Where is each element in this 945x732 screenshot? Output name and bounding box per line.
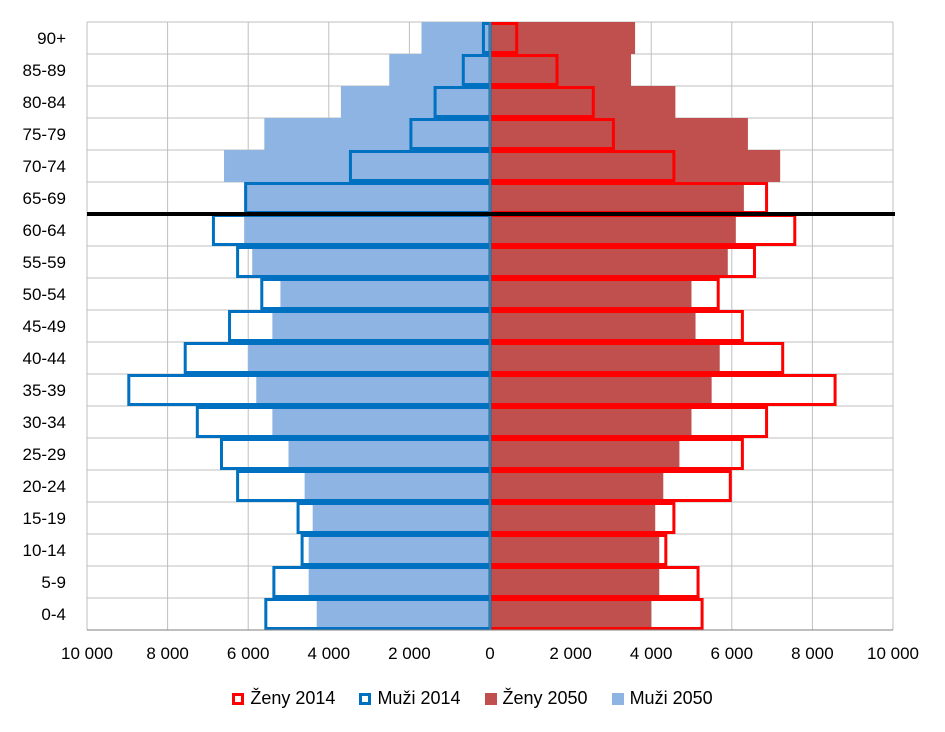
bar-zeny-2050-65-69 <box>490 182 744 214</box>
y-tick-label: 10-14 <box>23 541 66 560</box>
legend-label: Ženy 2014 <box>250 688 336 708</box>
legend-item-muzi-2050: Muži 2050 <box>611 688 713 709</box>
legend-item-zeny-2014: Ženy 2014 <box>232 688 335 709</box>
bar-muzi-2050-90 <box>421 22 490 54</box>
y-tick-label: 5-9 <box>41 573 66 592</box>
y-tick-label: 0-4 <box>41 605 66 624</box>
y-tick-label: 70-74 <box>23 157 66 176</box>
bar-zeny-2050-35-39 <box>490 374 712 406</box>
x-tick-label: 10 000 <box>867 644 919 663</box>
x-tick-label: 2 000 <box>549 644 592 663</box>
y-tick-label: 60-64 <box>23 221 66 240</box>
x-tick-label: 8 000 <box>791 644 834 663</box>
bar-muzi-2050-35-39 <box>256 374 490 406</box>
bar-muzi-2050-70-74 <box>224 150 490 182</box>
x-tick-label: 4 000 <box>630 644 673 663</box>
legend-item-zeny-2050: Ženy 2050 <box>484 688 588 709</box>
bar-muzi-2050-10-14 <box>308 534 490 566</box>
legend-label: Muži 2050 <box>629 688 713 708</box>
x-tick-label: 2 000 <box>388 644 431 663</box>
legend-swatch-muzi-2014 <box>359 692 372 705</box>
y-tick-label: 40-44 <box>23 349 66 368</box>
bar-zeny-2050-45-49 <box>490 310 696 342</box>
bar-zeny-2050-80-84 <box>490 86 676 118</box>
bar-muzi-2050-60-64 <box>244 214 490 246</box>
x-tick-label: 8 000 <box>146 644 189 663</box>
y-tick-label: 65-69 <box>23 189 66 208</box>
x-tick-label: 6 000 <box>711 644 754 663</box>
bar-muzi-2050-85-89 <box>389 54 490 86</box>
bar-zeny-2050-55-59 <box>490 246 728 278</box>
population-pyramid-chart: 0-4 5-9 10-14 15-19 20-24 25-29 30-34 35-39 40-4… <box>23 21 919 663</box>
bar-muzi-2050-20-24 <box>304 470 490 502</box>
y-axis-labels: 0-4 5-9 10-14 15-19 20-24 25-29 30-34 35-39 40-4… <box>23 29 67 624</box>
bar-zeny-2050-70-74 <box>490 150 781 182</box>
bar-zeny-2050-0-4 <box>490 598 652 630</box>
y-tick-label: 75-79 <box>23 125 66 144</box>
legend-item-muzi-2014: Muži 2014 <box>359 688 461 709</box>
y-tick-label: 25-29 <box>23 445 66 464</box>
bar-zeny-2050-90 <box>490 22 636 54</box>
bars-2050 <box>224 22 781 630</box>
y-tick-label: 80-84 <box>23 93 66 112</box>
bar-zeny-2050-20-24 <box>490 470 664 502</box>
y-tick-label: 90+ <box>37 29 66 48</box>
bar-muzi-2050-5-9 <box>308 566 490 598</box>
bar-zeny-2050-75-79 <box>490 118 748 150</box>
x-tick-label: 4 000 <box>308 644 351 663</box>
bar-zeny-2050-25-29 <box>490 438 680 470</box>
bar-muzi-2050-40-44 <box>248 342 490 374</box>
x-tick-label: 6 000 <box>227 644 270 663</box>
y-tick-label: 35-39 <box>23 381 66 400</box>
bar-muzi-2050-15-19 <box>312 502 490 534</box>
bar-zeny-2050-50-54 <box>490 278 692 310</box>
bar-muzi-2050-65-69 <box>244 182 490 214</box>
legend-label: Muži 2014 <box>377 688 461 708</box>
legend-swatch-zeny-2014 <box>232 692 245 705</box>
bar-muzi-2050-45-49 <box>272 310 490 342</box>
bar-zeny-2050-85-89 <box>490 54 632 86</box>
x-axis-labels: 10 000 8 000 6 000 4 000 2 000 0 2 000 4 000 6 0… <box>61 644 919 663</box>
y-tick-label: 30-34 <box>23 413 66 432</box>
bar-muzi-2050-25-29 <box>288 438 490 470</box>
legend-swatch-zeny-2050 <box>484 692 497 705</box>
bar-zeny-2050-15-19 <box>490 502 656 534</box>
y-tick-label: 20-24 <box>23 477 66 496</box>
bar-muzi-2050-55-59 <box>252 246 490 278</box>
bar-muzi-2050-50-54 <box>280 278 490 310</box>
bar-muzi-2050-75-79 <box>264 118 490 150</box>
legend: Ženy 2014 Muži 2014 Ženy 2050 Muži 2050 <box>0 688 945 709</box>
y-tick-label: 15-19 <box>23 509 66 528</box>
bar-muzi-2050-0-4 <box>316 598 490 630</box>
y-tick-label: 45-49 <box>23 317 66 336</box>
bar-zeny-2050-5-9 <box>490 566 660 598</box>
bar-zeny-2050-60-64 <box>490 214 736 246</box>
bar-zeny-2050-40-44 <box>490 342 720 374</box>
bar-zeny-2050-30-34 <box>490 406 692 438</box>
bar-muzi-2050-80-84 <box>340 86 490 118</box>
legend-swatch-muzi-2050 <box>611 692 624 705</box>
x-tick-label: 10 000 <box>61 644 113 663</box>
bar-muzi-2050-30-34 <box>272 406 490 438</box>
bar-zeny-2050-10-14 <box>490 534 660 566</box>
y-tick-label: 50-54 <box>23 285 66 304</box>
axes <box>87 22 895 631</box>
y-tick-label: 85-89 <box>23 61 66 80</box>
legend-label: Ženy 2050 <box>502 688 588 708</box>
y-tick-label: 55-59 <box>23 253 66 272</box>
x-tick-label: 0 <box>485 644 494 663</box>
